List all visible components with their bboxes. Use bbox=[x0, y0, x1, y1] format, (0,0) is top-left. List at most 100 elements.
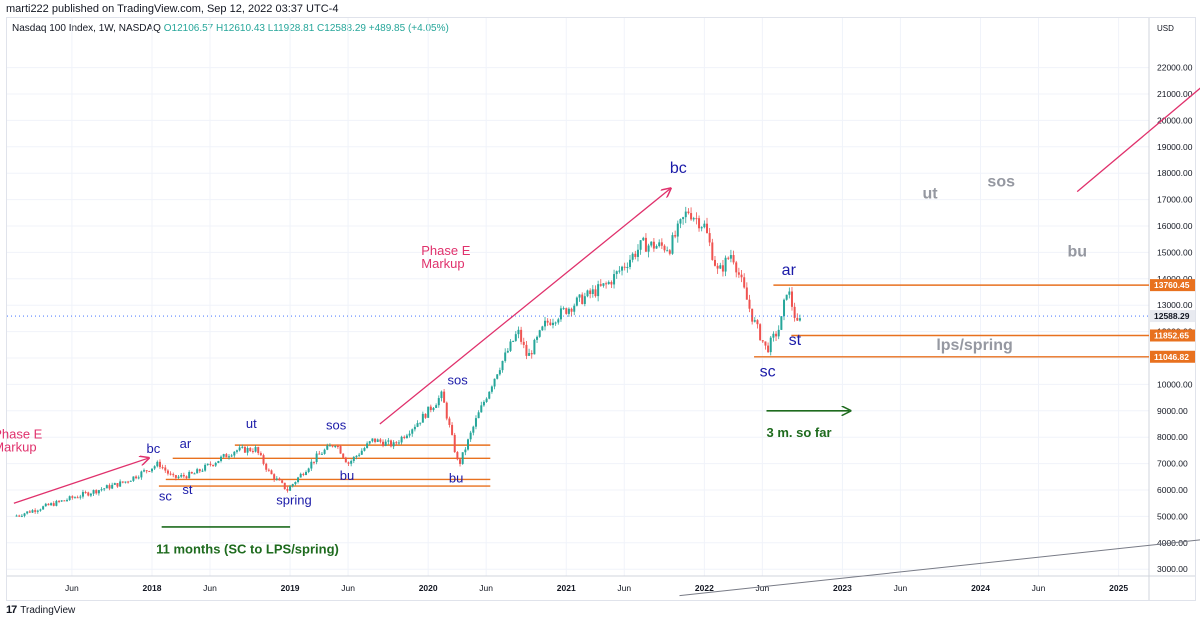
candle-body bbox=[785, 294, 788, 300]
candle-body bbox=[89, 493, 92, 496]
y-tick-label: 3000.00 bbox=[1157, 564, 1188, 574]
candle-body bbox=[379, 439, 382, 442]
y-tick-label: 17000.00 bbox=[1157, 195, 1193, 205]
candle-body bbox=[251, 450, 254, 452]
publish-header: marti222 published on TradingView.com, S… bbox=[6, 3, 339, 15]
wyckoff-annotation: sos bbox=[987, 173, 1015, 190]
trend-line[interactable] bbox=[13, 458, 148, 504]
candle-body bbox=[706, 223, 709, 234]
candle-body bbox=[220, 456, 223, 461]
candle-body bbox=[461, 452, 464, 464]
candle-body bbox=[119, 481, 122, 487]
candle-body bbox=[456, 452, 459, 460]
candle-body bbox=[262, 455, 265, 464]
candle-body bbox=[759, 324, 762, 341]
candle-body bbox=[599, 284, 602, 286]
candle-body bbox=[735, 262, 738, 273]
candle-body bbox=[716, 265, 719, 269]
candle-body bbox=[631, 253, 634, 260]
candle-body bbox=[44, 503, 47, 507]
x-tick-label: 2024 bbox=[971, 583, 990, 593]
wyckoff-annotation: Phase E bbox=[421, 243, 470, 258]
candle-body bbox=[698, 218, 701, 229]
wyckoff-annotation: Phase E bbox=[0, 427, 43, 442]
candle-body bbox=[97, 490, 100, 494]
candle-body bbox=[530, 353, 533, 355]
candle-body bbox=[116, 483, 119, 487]
candle-body bbox=[790, 291, 793, 307]
y-tick-label: 9000.00 bbox=[1157, 406, 1188, 416]
y-tick-label: 8000.00 bbox=[1157, 432, 1188, 442]
candle-body bbox=[312, 461, 315, 463]
candle-body bbox=[153, 466, 156, 469]
candle-body bbox=[350, 460, 353, 464]
candle-body bbox=[751, 308, 754, 322]
trend-line[interactable] bbox=[1076, 76, 1200, 193]
candle-body bbox=[708, 233, 711, 243]
candle-body bbox=[39, 509, 42, 511]
candle-body bbox=[421, 413, 424, 423]
tradingview-footer[interactable]: 17 TradingView bbox=[6, 604, 75, 616]
candle-body bbox=[644, 237, 647, 252]
candle-body bbox=[132, 476, 135, 481]
candle-body bbox=[796, 317, 799, 321]
candle-body bbox=[228, 456, 231, 458]
candle-body bbox=[544, 320, 547, 327]
candle-body bbox=[798, 318, 801, 321]
price-axis-label-box bbox=[1150, 350, 1195, 363]
candle-body bbox=[682, 217, 685, 220]
candle-body bbox=[655, 246, 658, 249]
candle-body bbox=[135, 476, 138, 479]
candle-body bbox=[448, 418, 451, 425]
candle-body bbox=[783, 299, 786, 317]
candle-body bbox=[336, 445, 339, 447]
candle-body bbox=[254, 447, 257, 452]
trend-line[interactable] bbox=[379, 189, 670, 425]
candle-body bbox=[318, 453, 321, 455]
candle-body bbox=[289, 486, 292, 491]
candle-body bbox=[660, 242, 663, 246]
trend-line[interactable] bbox=[679, 538, 1200, 597]
candle-body bbox=[235, 450, 238, 452]
wyckoff-annotation: bu bbox=[340, 468, 354, 483]
candle-body bbox=[58, 500, 61, 502]
candle-body bbox=[607, 281, 610, 284]
candle-body bbox=[676, 223, 679, 237]
candle-body bbox=[732, 255, 735, 263]
candle-body bbox=[464, 449, 467, 453]
x-tick-label: 2018 bbox=[143, 583, 162, 593]
candle-body bbox=[18, 515, 21, 517]
candle-body bbox=[79, 496, 82, 498]
candle-body bbox=[416, 423, 419, 427]
wyckoff-annotation: bc bbox=[670, 160, 687, 177]
wyckoff-annotation: 11 months (SC to LPS/spring) bbox=[156, 541, 339, 556]
candle-body bbox=[578, 294, 581, 298]
candle-body bbox=[679, 219, 682, 224]
candle-body bbox=[528, 353, 531, 356]
y-tick-label: 15000.00 bbox=[1157, 247, 1193, 257]
wyckoff-annotation: st bbox=[789, 332, 802, 349]
y-tick-label: 5000.00 bbox=[1157, 511, 1188, 521]
y-tick-label: 19000.00 bbox=[1157, 142, 1193, 152]
candle-body bbox=[498, 370, 501, 375]
candle-body bbox=[198, 469, 201, 472]
candle-body bbox=[469, 432, 472, 440]
chart-frame bbox=[6, 17, 1196, 601]
candle-body bbox=[177, 476, 180, 478]
candle-body bbox=[347, 462, 350, 464]
candle-body bbox=[443, 391, 446, 403]
x-tick-label: Jun bbox=[65, 583, 79, 593]
candle-body bbox=[60, 500, 63, 502]
candle-body bbox=[634, 253, 637, 257]
candle-body bbox=[740, 274, 743, 278]
candle-body bbox=[440, 391, 443, 399]
y-tick-label: 7000.00 bbox=[1157, 459, 1188, 469]
price-axis-label: 13760.45 bbox=[1154, 280, 1190, 290]
candle-body bbox=[711, 242, 714, 260]
candle-body bbox=[445, 402, 448, 419]
wyckoff-annotation: st bbox=[182, 482, 193, 497]
candle-body bbox=[467, 439, 470, 450]
candle-body bbox=[472, 426, 475, 433]
x-tick-label: 2021 bbox=[557, 583, 576, 593]
